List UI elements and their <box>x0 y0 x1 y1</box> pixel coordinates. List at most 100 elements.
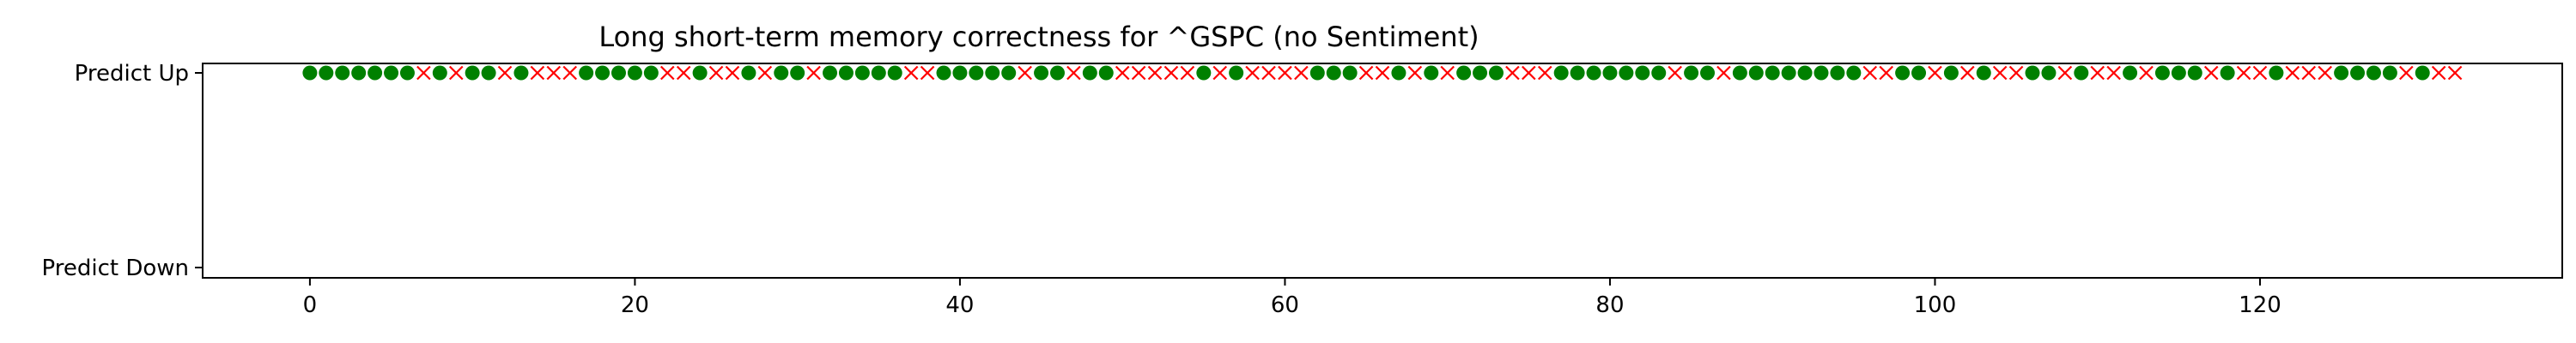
x-tick-label-120: 120 <box>2239 292 2281 318</box>
incorrect-point-97 <box>1879 65 1893 81</box>
correct-point-101 <box>1943 65 1959 81</box>
correct-point-81 <box>1619 65 1634 81</box>
correct-point-17 <box>579 65 594 81</box>
correct-point-95 <box>1846 65 1862 81</box>
x-tick-label-100: 100 <box>1914 292 1957 318</box>
correct-point-130 <box>2415 65 2430 81</box>
correct-point-29 <box>774 65 789 81</box>
correct-point-43 <box>1001 65 1017 81</box>
incorrect-point-50 <box>1115 65 1130 81</box>
correct-point-88 <box>1732 65 1747 81</box>
incorrect-point-119 <box>2236 65 2251 81</box>
incorrect-point-61 <box>1294 65 1309 81</box>
correct-point-77 <box>1553 65 1569 81</box>
correct-point-121 <box>2269 65 2284 81</box>
correct-point-0 <box>302 65 318 81</box>
incorrect-point-28 <box>757 65 773 81</box>
correct-point-1 <box>319 65 334 81</box>
incorrect-point-26 <box>725 65 740 81</box>
correct-point-71 <box>1456 65 1472 81</box>
correct-point-35 <box>871 65 886 81</box>
incorrect-point-113 <box>2139 65 2154 81</box>
incorrect-point-117 <box>2203 65 2219 81</box>
incorrect-point-66 <box>1375 65 1390 81</box>
incorrect-point-12 <box>497 65 513 81</box>
correct-point-20 <box>627 65 642 81</box>
incorrect-point-111 <box>2106 65 2121 81</box>
incorrect-point-105 <box>2008 65 2024 81</box>
correct-point-30 <box>790 65 805 81</box>
data-points <box>302 65 2463 81</box>
correct-point-8 <box>432 65 447 81</box>
incorrect-point-23 <box>676 65 691 81</box>
incorrect-point-53 <box>1163 65 1179 81</box>
x-tick-label-20: 20 <box>621 292 649 318</box>
correct-point-127 <box>2366 65 2381 81</box>
x-tick-label-80: 80 <box>1595 292 1624 318</box>
correct-point-83 <box>1651 65 1667 81</box>
correct-point-45 <box>1034 65 1049 81</box>
correct-point-10 <box>465 65 480 81</box>
correct-point-63 <box>1326 65 1341 81</box>
incorrect-point-14 <box>530 65 545 81</box>
correct-point-128 <box>2382 65 2397 81</box>
correct-point-41 <box>969 65 984 81</box>
correct-point-69 <box>1424 65 1439 81</box>
correct-point-24 <box>692 65 708 81</box>
correct-point-48 <box>1082 65 1097 81</box>
correct-point-36 <box>887 65 902 81</box>
correct-point-55 <box>1196 65 1212 81</box>
correct-point-126 <box>2350 65 2366 81</box>
incorrect-point-31 <box>806 65 821 81</box>
incorrect-point-38 <box>920 65 935 81</box>
incorrect-point-59 <box>1261 65 1276 81</box>
incorrect-point-58 <box>1245 65 1260 81</box>
correct-point-106 <box>2025 65 2040 81</box>
incorrect-point-47 <box>1066 65 1081 81</box>
correct-point-46 <box>1049 65 1065 81</box>
incorrect-point-87 <box>1716 65 1731 81</box>
correct-point-94 <box>1830 65 1845 81</box>
plot-area <box>202 63 2563 279</box>
correct-point-99 <box>1911 65 1927 81</box>
correct-point-33 <box>838 65 854 81</box>
incorrect-point-22 <box>659 65 675 81</box>
incorrect-point-84 <box>1668 65 1682 81</box>
incorrect-point-124 <box>2318 65 2332 81</box>
correct-point-42 <box>985 65 1000 81</box>
correct-point-67 <box>1391 65 1406 81</box>
correct-point-21 <box>643 65 659 81</box>
correct-point-72 <box>1473 65 1488 81</box>
incorrect-point-16 <box>562 65 577 81</box>
incorrect-point-60 <box>1278 65 1292 81</box>
correct-point-49 <box>1098 65 1114 81</box>
incorrect-point-54 <box>1180 65 1195 81</box>
correct-point-115 <box>2171 65 2186 81</box>
x-axis: 0 20 40 60 80 100 120 <box>303 278 2281 318</box>
correct-point-82 <box>1635 65 1650 81</box>
correct-point-32 <box>823 65 838 81</box>
incorrect-point-65 <box>1358 65 1374 81</box>
x-tick-label-0: 0 <box>303 292 318 318</box>
incorrect-point-7 <box>416 65 431 81</box>
correct-point-91 <box>1781 65 1796 81</box>
correct-point-98 <box>1895 65 1911 81</box>
correct-point-34 <box>854 65 870 81</box>
correct-point-5 <box>384 65 399 81</box>
correct-point-78 <box>1570 65 1585 81</box>
correct-point-89 <box>1748 65 1764 81</box>
correct-point-39 <box>936 65 951 81</box>
correct-point-79 <box>1586 65 1601 81</box>
chart-title: Long short-term memory correctness for ^… <box>598 21 1479 53</box>
correct-point-86 <box>1700 65 1716 81</box>
incorrect-point-9 <box>448 65 464 81</box>
incorrect-point-68 <box>1407 65 1423 81</box>
incorrect-point-110 <box>2090 65 2105 81</box>
incorrect-point-120 <box>2252 65 2268 81</box>
y-tick-label-predict-up: Predict Up <box>75 61 189 87</box>
correct-point-19 <box>611 65 626 81</box>
incorrect-point-132 <box>2447 65 2463 81</box>
correct-point-73 <box>1488 65 1504 81</box>
correct-point-109 <box>2074 65 2089 81</box>
correct-point-62 <box>1309 65 1325 81</box>
